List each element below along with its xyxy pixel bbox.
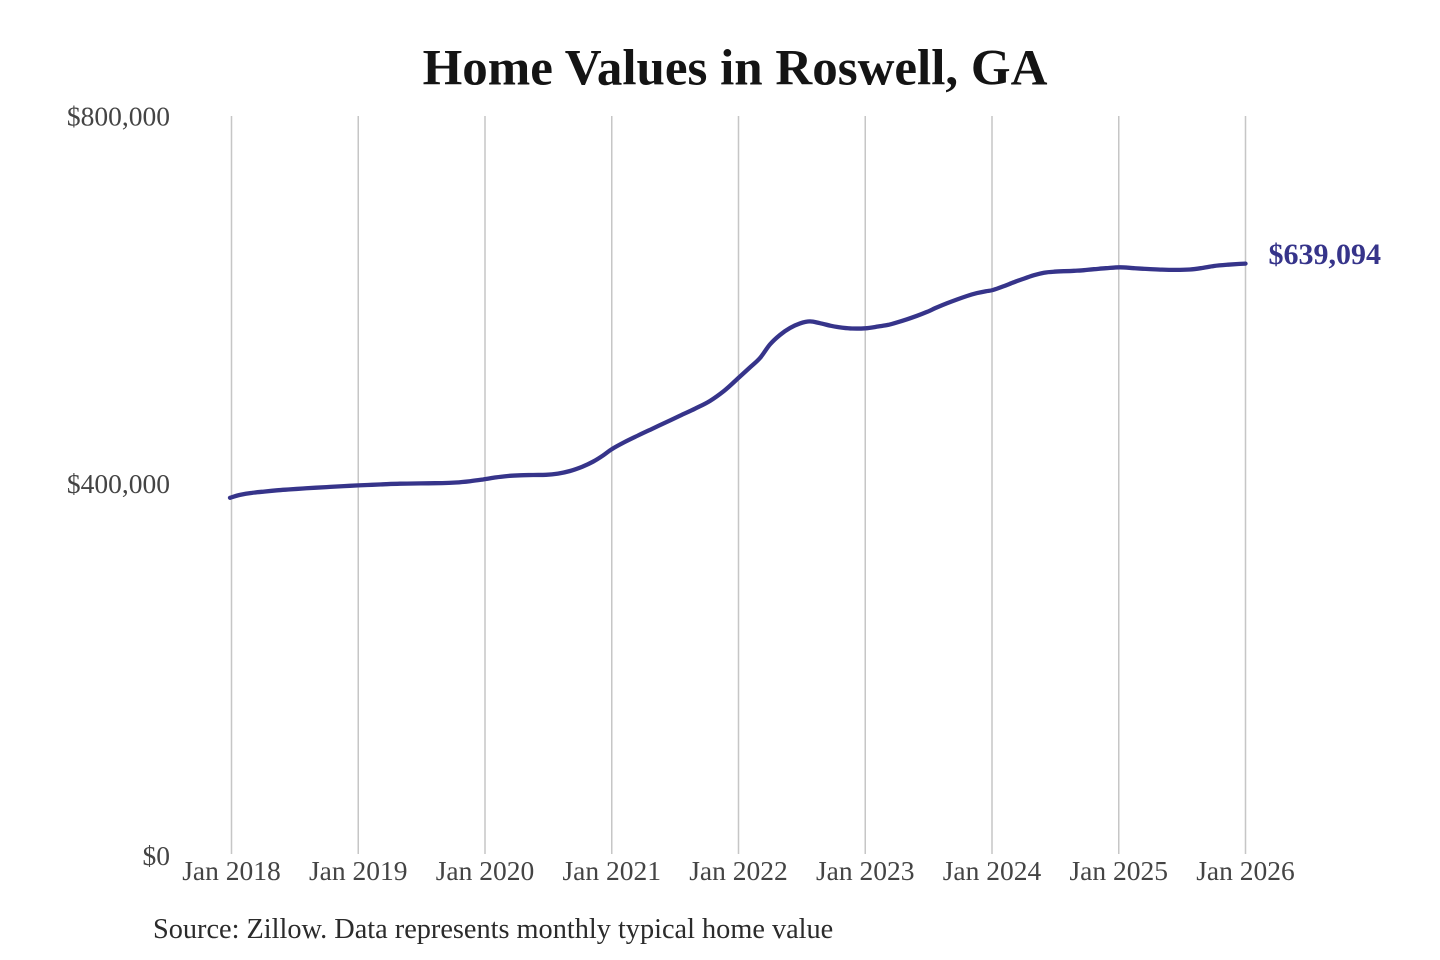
svg-text:Jan 2018: Jan 2018 [182, 855, 281, 886]
svg-text:Jan 2026: Jan 2026 [1196, 855, 1295, 886]
svg-text:Jan 2022: Jan 2022 [689, 855, 788, 886]
svg-text:$0: $0 [143, 840, 171, 871]
svg-text:$800,000: $800,000 [67, 100, 170, 131]
svg-text:Jan 2023: Jan 2023 [816, 855, 915, 886]
svg-text:Jan 2025: Jan 2025 [1069, 855, 1168, 886]
svg-text:Source: Zillow. Data represent: Source: Zillow. Data represents monthly … [153, 914, 833, 945]
svg-text:$639,094: $639,094 [1269, 238, 1382, 271]
svg-text:Jan 2021: Jan 2021 [562, 855, 661, 886]
svg-text:Home Values in Roswell, GA: Home Values in Roswell, GA [423, 41, 1048, 97]
svg-text:Jan 2020: Jan 2020 [436, 855, 535, 886]
svg-text:$400,000: $400,000 [67, 468, 170, 499]
svg-text:Jan 2024: Jan 2024 [943, 855, 1042, 886]
svg-text:Jan 2019: Jan 2019 [309, 855, 408, 886]
